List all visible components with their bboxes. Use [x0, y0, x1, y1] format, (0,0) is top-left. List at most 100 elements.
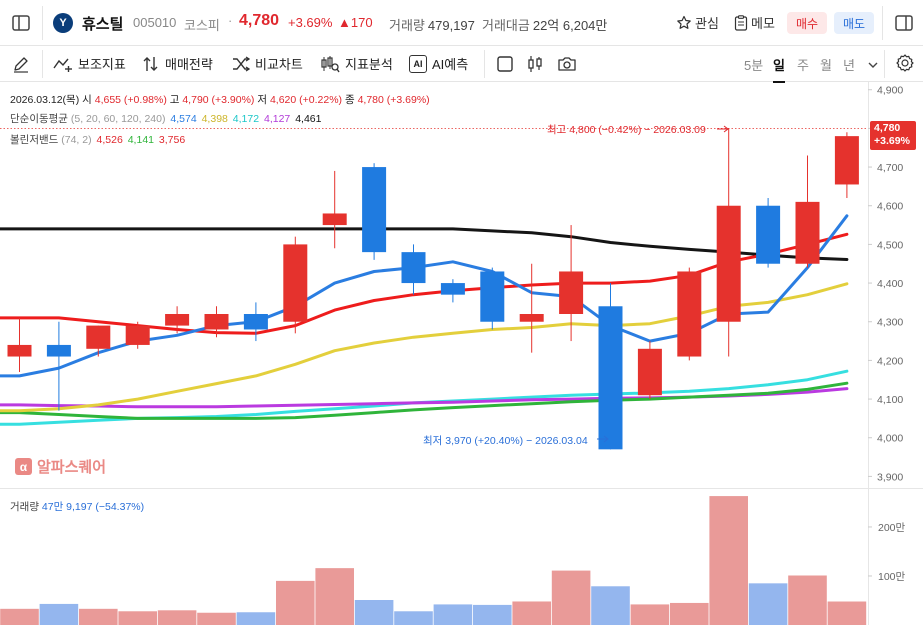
volume-bar — [236, 612, 276, 625]
candle-body — [756, 205, 781, 264]
ohlc-legend: 2026.03.12(목) 시 4,655 (+0.98%) 고 4,790 (… — [10, 92, 430, 107]
price-tick-label: 4,200 — [877, 355, 903, 367]
ai-predict-button[interactable]: AI AI예측 — [409, 54, 468, 73]
strategy-button[interactable]: 매매전략 — [142, 54, 213, 73]
candle-body — [243, 314, 268, 330]
volume-tick-label: 200만 — [878, 522, 906, 534]
volume-info: 거래량 479,197 — [389, 15, 475, 34]
candle-type-icon[interactable] — [524, 53, 546, 75]
timeframe-5min[interactable]: 5분 — [744, 58, 764, 73]
sort-arrows-icon — [143, 56, 158, 71]
square-select-icon[interactable] — [494, 53, 516, 75]
stock-name[interactable]: 휴스틸 — [82, 16, 124, 33]
candle-body — [480, 271, 505, 322]
trade-amount-info: 거래대금 22억 6,204만 — [482, 15, 607, 34]
ma20-value: 4,398 — [201, 113, 228, 125]
candle-body — [559, 271, 584, 314]
candle-body — [401, 252, 426, 284]
candlesticks — [7, 128, 859, 450]
candle-body — [677, 271, 702, 357]
divider — [42, 50, 43, 78]
ohlc-date: 2026.03.12(목) — [10, 94, 80, 106]
buy-button[interactable]: 매수 — [787, 12, 827, 34]
timeframe-day[interactable]: 일 — [773, 55, 785, 83]
open-value: 4,655 (+0.98%) — [94, 94, 167, 106]
volume-bar — [315, 568, 354, 625]
volume-bar — [473, 604, 512, 625]
compare-button[interactable]: 비교차트 — [232, 54, 303, 73]
analysis-button[interactable]: 지표분석 — [320, 54, 393, 73]
volume-bars — [0, 496, 867, 625]
indicator-icon — [53, 58, 72, 72]
volume-bar — [709, 496, 748, 625]
close-label: 종 — [344, 94, 355, 106]
stock-code: 005010 — [133, 15, 177, 30]
current-price-tag: 4,780 +3.69% — [870, 121, 916, 150]
bollinger-legend[interactable]: 볼린저밴드 (74, 2) 4,526 4,141 3,756 — [10, 132, 185, 147]
high-value: 4,790 (+3.90%) — [182, 94, 255, 106]
price-tick-label: 4,100 — [877, 394, 903, 406]
price-tick-label: 4,900 — [877, 85, 903, 97]
ma-label: 단순이동평균 — [10, 113, 68, 125]
ma20-line — [0, 232, 849, 335]
timeframe-year[interactable]: 년 — [843, 58, 855, 73]
shuffle-icon — [233, 55, 250, 72]
ma-legend[interactable]: 단순이동평균 (5, 20, 60, 120, 240) 4,574 4,398… — [10, 111, 321, 126]
star-icon — [677, 15, 691, 29]
volume-bar — [670, 602, 709, 625]
trade-amount-value: 22억 6,204만 — [532, 18, 608, 33]
divider — [484, 50, 485, 78]
candle-body — [165, 314, 190, 326]
bollinger-bands — [0, 369, 849, 426]
candle-body — [322, 213, 347, 226]
ma240-value: 4,461 — [295, 113, 322, 125]
volume-bar — [748, 583, 788, 625]
panel-toggle-icon[interactable] — [893, 12, 915, 34]
divider — [884, 50, 885, 78]
memo-icon — [734, 14, 748, 31]
volume-bar — [512, 601, 551, 625]
volume-legend-value: 47만 9,197 — [41, 501, 93, 513]
candle-body — [7, 344, 32, 357]
ma240-line — [0, 227, 849, 261]
compare-label: 비교차트 — [255, 57, 303, 72]
high-label: 고 — [169, 94, 180, 106]
high-annotation-arrowhead — [723, 125, 729, 133]
candle-body — [834, 136, 859, 185]
candle-body — [598, 306, 623, 450]
camera-icon[interactable] — [556, 53, 578, 75]
memo-label: 메모 — [751, 16, 775, 31]
bb-lower-value: 3,756 — [158, 134, 186, 146]
candle-body — [519, 314, 544, 322]
favorite-button[interactable]: 관심 — [676, 13, 719, 32]
price-chart[interactable]: 4,9004,8004,7004,6004,5004,4004,3004,200… — [0, 82, 923, 625]
bollinger-lower-line — [0, 381, 849, 420]
sell-button[interactable]: 매도 — [834, 12, 874, 34]
annotations — [597, 125, 729, 443]
candle-body — [204, 314, 229, 330]
volume-bar — [551, 570, 591, 625]
price-tick-label: 4,600 — [877, 201, 903, 213]
timeframe-month[interactable]: 월 — [820, 58, 832, 73]
volume-bar — [433, 604, 473, 625]
price-tick-label: 4,500 — [877, 239, 903, 251]
settings-gear-icon[interactable] — [894, 52, 916, 74]
trade-amount-label: 거래대금 — [482, 18, 530, 33]
volume-bar — [276, 580, 315, 625]
timeframe-week[interactable]: 주 — [797, 58, 809, 73]
volume-bar — [354, 600, 394, 625]
volume-legend-pct: (−54.37%) — [95, 501, 145, 513]
volume-bar — [630, 604, 670, 625]
candle-body — [125, 325, 150, 345]
sidebar-toggle-icon[interactable] — [10, 12, 32, 34]
open-label: 시 — [82, 94, 92, 106]
candle-search-icon — [321, 55, 340, 72]
change-percent: +3.69% — [288, 15, 333, 30]
divider — [882, 6, 883, 40]
divider — [42, 6, 43, 40]
indicators-button[interactable]: 보조지표 — [53, 54, 126, 73]
drawing-pen-icon[interactable] — [10, 53, 32, 75]
chevron-down-icon[interactable] — [862, 54, 884, 76]
memo-button[interactable]: 메모 — [734, 13, 775, 32]
bollinger-label: 볼린저밴드 — [10, 134, 59, 146]
